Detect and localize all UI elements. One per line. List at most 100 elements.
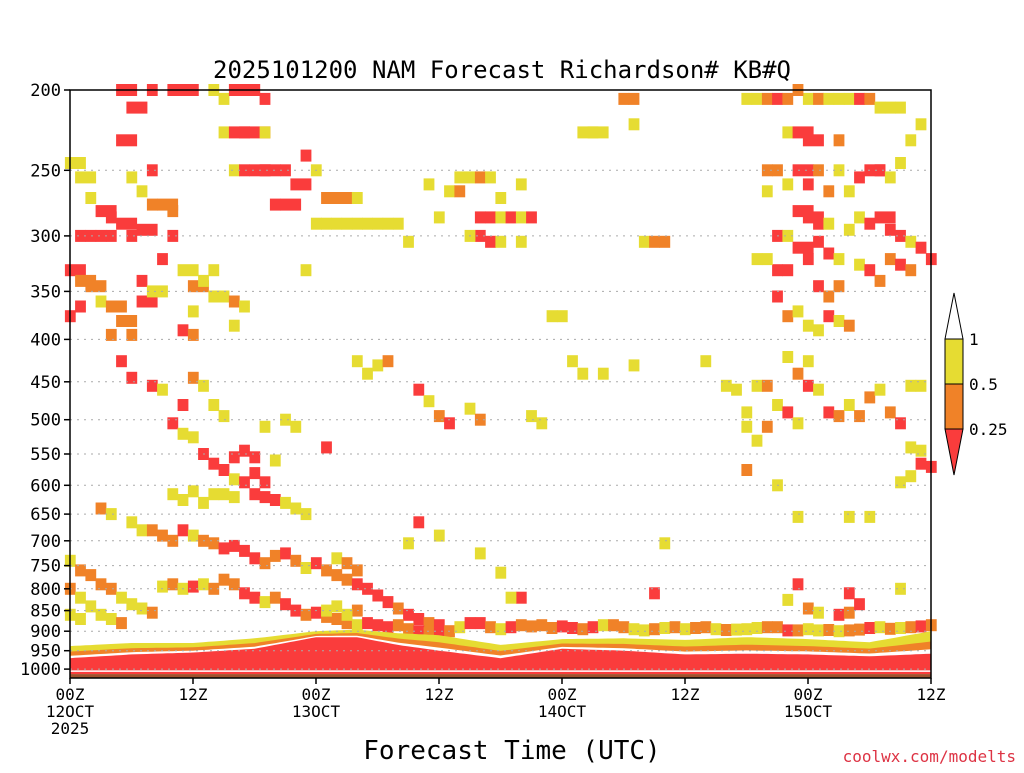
legend-orange-box xyxy=(944,383,964,430)
ri-cell xyxy=(177,524,189,537)
ri-cell xyxy=(833,92,845,105)
ri-cell xyxy=(105,300,127,313)
ri-cell xyxy=(782,92,794,105)
ri-cell xyxy=(515,619,527,632)
ri-cell xyxy=(218,464,230,476)
ri-cell xyxy=(854,211,865,224)
ri-cell xyxy=(341,557,353,570)
ri-cell xyxy=(95,578,107,591)
ri-cell xyxy=(895,101,906,114)
ri-cell xyxy=(884,253,896,266)
ri-cell xyxy=(341,573,353,586)
ri-cell xyxy=(187,328,199,341)
ri-cell xyxy=(485,235,496,248)
ri-cell xyxy=(792,126,814,139)
x-tick-label: 14OCT xyxy=(538,702,587,721)
ri-cell xyxy=(792,624,804,637)
ri-cell xyxy=(167,488,179,501)
ri-cell xyxy=(126,371,138,384)
ri-cell xyxy=(167,578,179,591)
ri-cell xyxy=(259,491,271,504)
ri-cell xyxy=(126,598,138,611)
ri-cell xyxy=(515,178,527,191)
ri-cell xyxy=(474,171,486,184)
legend-red-triangle xyxy=(944,428,964,476)
ri-cell xyxy=(464,402,476,415)
ri-cell xyxy=(802,319,814,332)
ri-cell xyxy=(423,395,435,408)
ri-cell xyxy=(505,621,517,634)
ri-cell xyxy=(526,211,537,224)
ri-cell xyxy=(372,359,384,372)
ri-cell xyxy=(731,623,742,636)
ri-cell xyxy=(741,406,753,419)
ri-cell xyxy=(310,557,322,570)
ri-cell xyxy=(505,211,517,224)
ri-cell xyxy=(85,229,97,242)
ri-cell xyxy=(105,508,117,521)
ri-cell xyxy=(321,604,332,617)
ri-cell xyxy=(761,164,773,177)
y-tick-label: 1000 xyxy=(20,660,61,680)
ri-cell xyxy=(700,621,712,634)
ri-cell xyxy=(556,310,568,323)
ri-cell xyxy=(546,310,558,323)
x-tick-label: 12Z xyxy=(671,685,700,704)
ri-cell xyxy=(228,295,240,308)
ri-cell xyxy=(761,92,773,105)
ri-cell xyxy=(239,476,250,489)
ri-cell xyxy=(761,420,773,433)
ri-cell xyxy=(884,622,896,635)
ri-cell xyxy=(259,420,271,433)
ri-cell xyxy=(495,235,507,248)
x-tick-label: 12OCT xyxy=(46,702,95,721)
ri-cell xyxy=(187,580,199,593)
ri-cell xyxy=(208,290,230,303)
ri-cell xyxy=(413,613,425,625)
x-tick-label: 13OCT xyxy=(292,702,341,721)
ri-cell xyxy=(146,285,168,298)
ri-cell xyxy=(136,295,158,308)
ri-cell xyxy=(772,399,783,411)
ri-cell xyxy=(495,192,507,204)
ri-cell xyxy=(126,101,148,114)
ri-cell xyxy=(761,185,773,198)
ri-cell xyxy=(362,617,373,630)
ri-cell xyxy=(495,566,507,579)
ri-cell xyxy=(823,310,835,323)
ri-cell xyxy=(802,92,814,105)
ri-cell xyxy=(895,417,906,430)
ri-cell xyxy=(905,379,917,392)
x-tick-label: 12Z xyxy=(425,685,454,704)
ri-cell xyxy=(208,457,220,470)
ri-cell xyxy=(792,367,804,380)
ri-cell xyxy=(208,264,220,277)
ri-cell xyxy=(239,444,250,457)
ri-cell xyxy=(300,562,312,574)
ri-cell xyxy=(649,235,660,248)
ri-cell xyxy=(300,508,312,521)
ri-cell xyxy=(854,410,865,423)
ri-cell xyxy=(126,516,138,529)
ri-cell xyxy=(649,587,660,600)
ri-cell xyxy=(874,621,886,634)
ri-cell xyxy=(761,621,773,634)
ri-cell xyxy=(823,624,835,636)
ri-cell xyxy=(823,92,835,105)
ri-cell xyxy=(843,606,855,619)
ri-cell xyxy=(167,229,179,242)
boundary-layer-red xyxy=(70,637,931,675)
ri-cell xyxy=(392,619,404,632)
ri-cell xyxy=(597,619,609,632)
ri-cell xyxy=(331,600,343,613)
ri-cell xyxy=(782,178,794,191)
ri-cell xyxy=(813,92,824,105)
ri-cell xyxy=(874,383,886,396)
x-tick-label: 15OCT xyxy=(784,702,833,721)
ri-cell xyxy=(495,211,507,224)
ri-cell xyxy=(546,622,558,634)
ri-cell xyxy=(116,355,127,368)
ri-cell xyxy=(833,134,845,147)
ri-cell xyxy=(587,621,599,634)
ri-cell xyxy=(228,578,240,591)
